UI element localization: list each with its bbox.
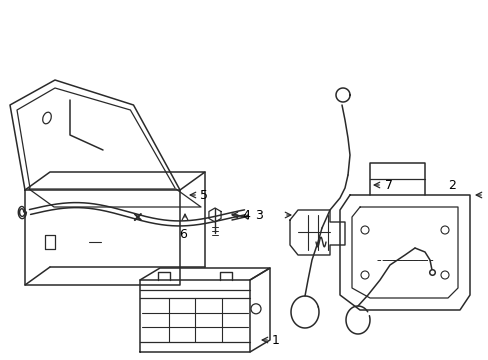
Text: 1: 1	[271, 333, 279, 346]
Text: 4: 4	[242, 208, 249, 221]
Text: 3: 3	[254, 208, 263, 221]
Text: 2: 2	[447, 179, 455, 192]
Text: 5: 5	[200, 189, 207, 202]
Text: 6: 6	[179, 228, 186, 241]
Text: 7: 7	[384, 179, 392, 192]
